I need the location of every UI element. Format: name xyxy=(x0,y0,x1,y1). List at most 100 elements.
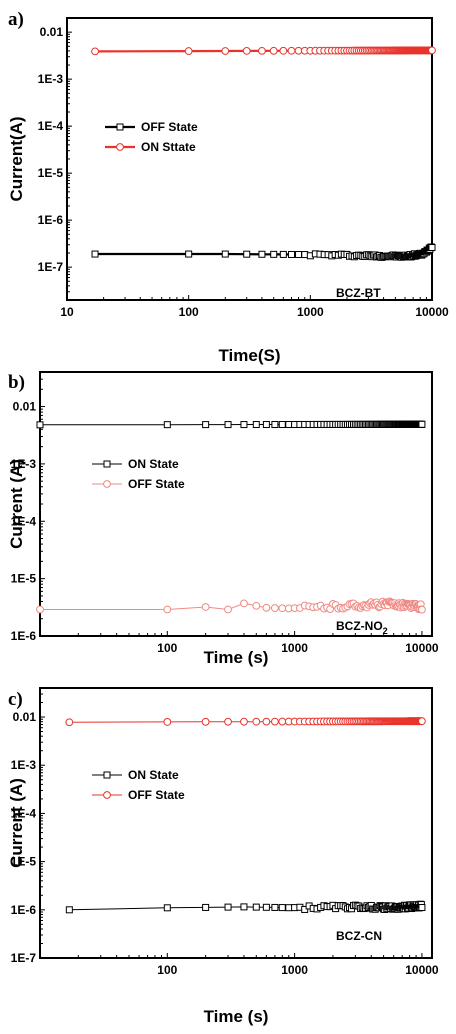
data-point xyxy=(262,717,271,726)
y-tick-label: 1E-4 xyxy=(38,119,64,133)
legend-label: ON State xyxy=(128,768,179,782)
legend-label: ON Sttate xyxy=(141,140,196,154)
data-point xyxy=(252,903,260,911)
y-tick-label: 1E-3 xyxy=(11,758,37,772)
plot-frame xyxy=(39,371,433,637)
x-axis-title: Time (s) xyxy=(204,648,269,667)
panel-label: b) xyxy=(8,372,25,393)
legend-entry: ON State xyxy=(92,457,179,471)
data-point xyxy=(278,904,286,912)
data-point xyxy=(221,47,230,55)
panel-label: c) xyxy=(8,689,23,710)
data-point xyxy=(271,421,279,429)
data-point xyxy=(163,718,172,726)
y-tick-label: 1E-5 xyxy=(11,855,37,869)
y-tick-label: 1E-3 xyxy=(11,457,37,471)
annotation-subscript: 2 xyxy=(383,626,388,636)
data-point xyxy=(428,46,436,55)
x-tick-label: 100 xyxy=(157,963,177,977)
legend-marker xyxy=(103,771,111,779)
data-point xyxy=(252,421,260,429)
y-tick-label: 0.01 xyxy=(13,710,37,724)
panel-label: a) xyxy=(8,9,24,30)
series-1 xyxy=(91,243,436,261)
legend-entry: OFF State xyxy=(92,788,185,802)
y-tick-label: 1E-6 xyxy=(11,903,37,917)
chart-panel-3: c) 1E-7 1E-6 1E-5 1E-4 1E-3 0.01 100 1000 10000 Ti… xyxy=(7,687,439,1026)
data-point xyxy=(428,244,436,252)
data-point xyxy=(240,717,248,726)
data-point xyxy=(242,47,251,55)
legend-entry: OFF State xyxy=(92,477,185,491)
legend-label: OFF State xyxy=(128,477,185,491)
series-2 xyxy=(65,717,426,727)
data-point xyxy=(278,420,286,428)
x-axis-title: Time (s) xyxy=(204,1007,269,1026)
data-point xyxy=(295,251,303,259)
data-point xyxy=(224,605,232,614)
data-point xyxy=(270,250,278,258)
y-axis-title: Current (A) xyxy=(7,459,26,549)
data-point xyxy=(65,718,74,727)
legend-marker xyxy=(103,460,111,468)
y-tick-label: 1E-6 xyxy=(38,213,64,227)
y-tick-label: 1E-3 xyxy=(38,72,64,86)
data-point xyxy=(240,421,248,429)
chart-panel-2: b) 1E-6 1E-5 1E-4 1E-3 0.01 100 1000 10000 Time (… xyxy=(7,371,439,667)
data-point xyxy=(65,906,73,914)
data-point xyxy=(240,599,248,608)
data-point xyxy=(252,717,261,726)
data-point xyxy=(202,903,210,911)
x-tick-label: 10 xyxy=(60,305,74,319)
data-point xyxy=(163,421,171,429)
x-tick-label: 10000 xyxy=(415,305,449,319)
data-point xyxy=(224,717,232,726)
data-point xyxy=(240,903,248,911)
x-tick-label: 100 xyxy=(157,641,177,655)
data-point xyxy=(418,717,426,726)
sample-annotation: BCZ-NO2 xyxy=(336,619,388,636)
legend-label: ON State xyxy=(128,457,179,471)
data-point xyxy=(258,250,266,258)
data-point xyxy=(270,604,279,612)
series-2 xyxy=(91,46,436,56)
data-point xyxy=(279,46,288,55)
legend-entry: ON Sttate xyxy=(105,140,196,154)
data-point xyxy=(258,46,266,55)
data-point xyxy=(201,717,210,726)
sample-annotation: BCZ-CN xyxy=(336,929,382,943)
y-axis-title: Current (A) xyxy=(7,778,26,868)
data-point xyxy=(262,903,270,911)
data-point xyxy=(202,421,210,429)
data-point xyxy=(184,47,193,55)
y-tick-label: 0.01 xyxy=(40,25,64,39)
legend-marker xyxy=(116,143,124,151)
data-point xyxy=(185,250,193,258)
data-point xyxy=(418,420,426,428)
data-point xyxy=(221,250,229,258)
data-point xyxy=(278,717,287,726)
legend-entry: ON State xyxy=(92,768,179,782)
x-tick-label: 10000 xyxy=(405,641,439,655)
y-tick-label: 0.01 xyxy=(13,400,37,414)
series-1 xyxy=(65,900,426,914)
data-point xyxy=(201,603,210,611)
x-tick-label: 1000 xyxy=(281,641,308,655)
data-point xyxy=(91,47,99,56)
y-tick-label: 1E-6 xyxy=(11,629,37,643)
data-point xyxy=(252,601,261,610)
legend-marker xyxy=(103,791,111,799)
x-tick-label: 1000 xyxy=(297,305,324,319)
legend-entry: OFF State xyxy=(105,120,198,134)
legend-marker xyxy=(103,480,111,488)
data-point xyxy=(287,250,295,258)
x-tick-label: 100 xyxy=(179,305,199,319)
x-axis-title: Time(S) xyxy=(218,346,280,365)
data-point xyxy=(36,605,44,614)
data-point xyxy=(279,250,287,258)
data-point xyxy=(418,904,426,912)
data-point xyxy=(270,717,279,726)
y-tick-label: 1E-7 xyxy=(11,951,37,965)
data-point xyxy=(91,250,99,258)
